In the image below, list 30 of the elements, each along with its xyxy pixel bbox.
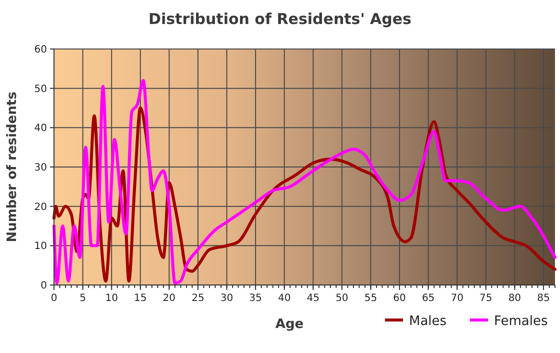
x-tick-label: 55 — [364, 293, 378, 304]
x-axis-title: Age — [275, 317, 304, 332]
x-tick-label: 20 — [162, 293, 176, 304]
x-tick-label: 40 — [278, 293, 291, 304]
x-tick-label: 25 — [192, 293, 204, 304]
x-tick-label: 60 — [393, 293, 406, 304]
x-tick-label: 80 — [508, 293, 522, 304]
x-tick-label: 5 — [80, 293, 86, 304]
y-tick-label: 0 — [40, 280, 47, 292]
x-tick-label: 10 — [105, 293, 118, 304]
y-tick-label: 10 — [34, 241, 47, 252]
x-tick-label: 15 — [134, 293, 147, 304]
chart-title: Distribution of Residents' Ages — [148, 10, 412, 28]
y-tick-label: 60 — [34, 44, 47, 56]
x-tick-label: 70 — [450, 293, 464, 304]
x-tick-label: 30 — [220, 293, 234, 304]
y-axis-title: Number of residents — [5, 91, 20, 242]
x-tick-label: 65 — [422, 293, 435, 304]
y-tick-label: 40 — [34, 123, 47, 134]
x-tick-label: 85 — [537, 293, 550, 304]
y-tick-label: 30 — [34, 162, 47, 174]
y-tick-label: 20 — [34, 202, 47, 213]
x-tick-label: 50 — [336, 293, 348, 304]
y-tick-label: 50 — [34, 84, 47, 95]
legend-label: Females — [494, 314, 548, 329]
legend-label: Males — [409, 314, 447, 329]
x-tick-label: 45 — [306, 293, 320, 304]
x-tick-label: 0 — [50, 293, 58, 304]
x-tick-label: 35 — [249, 293, 262, 304]
x-tick-label: 75 — [480, 293, 492, 304]
